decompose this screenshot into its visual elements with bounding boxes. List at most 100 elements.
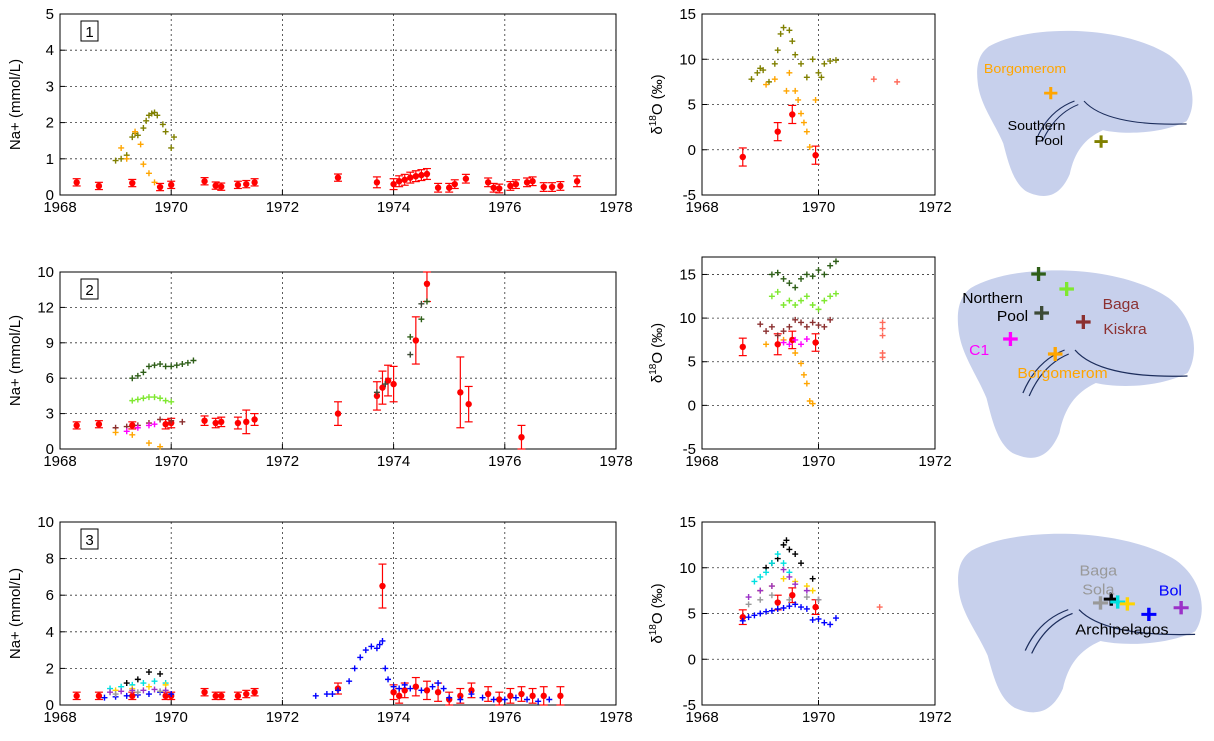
x-tick-label: 1968 (685, 453, 718, 470)
data-point (154, 112, 161, 119)
data-point (168, 398, 175, 405)
y-tick-label: 15 (679, 266, 696, 283)
lake-shape (977, 30, 1193, 197)
y-tick-label: 10 (679, 310, 696, 327)
data-point (159, 121, 166, 128)
data-point (140, 369, 147, 376)
shoreline (1083, 100, 1187, 125)
series-darkolive (373, 300, 425, 396)
data-point (803, 336, 810, 343)
data-point (507, 692, 514, 700)
x-tick-label: 1968 (43, 199, 76, 216)
data-point (809, 319, 816, 326)
data-point (821, 323, 828, 330)
data-point (803, 594, 810, 601)
data-point (496, 185, 503, 192)
panel-number-box (80, 278, 99, 300)
data-point (390, 380, 397, 388)
site-marker (1119, 597, 1135, 611)
data-point (786, 27, 793, 34)
x-tick-label: 1972 (918, 453, 951, 470)
site-marker (1110, 595, 1126, 609)
lake-shape (958, 533, 1202, 713)
data-point (335, 687, 341, 694)
data-point (201, 417, 208, 424)
data-point (535, 698, 542, 705)
data-point (140, 161, 147, 168)
data-point (870, 76, 877, 83)
y-tick-label: -5 (683, 697, 696, 714)
data-point (201, 178, 208, 185)
data-point (786, 323, 793, 330)
shoreline (1074, 349, 1188, 377)
y-tick-label: 0 (46, 441, 54, 458)
y-tick-label: 0 (688, 651, 696, 668)
data-point (757, 573, 764, 580)
y-tick-label: 1 (46, 151, 54, 168)
series-cyan (751, 551, 793, 585)
data-point (803, 380, 810, 387)
x-tick-label: 1972 (918, 709, 951, 726)
data-point (832, 290, 839, 297)
data-point (368, 643, 375, 650)
data-point (518, 434, 525, 441)
data-point (774, 341, 781, 348)
data-point (798, 560, 805, 567)
data-point (168, 691, 175, 698)
data-point (757, 321, 764, 328)
data-point (134, 372, 141, 379)
data-point (798, 297, 805, 304)
site-label: Borgomerom (984, 61, 1066, 75)
data-point (168, 363, 175, 370)
data-point (190, 357, 197, 364)
data-point (162, 692, 169, 700)
data-point (134, 132, 141, 139)
data-point (739, 343, 746, 351)
data-point (540, 692, 547, 700)
x-tick-label: 1972 (266, 199, 299, 216)
data-point (134, 689, 141, 696)
y-tick-label: 15 (679, 514, 696, 531)
data-point (156, 183, 164, 191)
data-point (827, 621, 834, 628)
data-point (334, 174, 342, 181)
series-magenta (123, 421, 158, 435)
data-point (783, 87, 790, 94)
data-point (792, 551, 799, 558)
data-point (795, 96, 802, 103)
data-point (446, 694, 453, 701)
data-point (798, 341, 805, 348)
data-point (184, 359, 191, 366)
y-tick-label: -5 (683, 187, 696, 204)
data-point (123, 692, 130, 699)
data-point (792, 601, 799, 608)
data-point (423, 170, 431, 178)
data-point (412, 683, 420, 690)
data-point (768, 560, 775, 567)
data-point (379, 637, 386, 644)
chart-p2: 1968 1970 1972 1974 1976 1978 0 3 6 9 12 10 Na+ (mmo… (7, 264, 633, 470)
data-point (418, 316, 425, 323)
x-tick-label: 1970 (155, 453, 188, 470)
plot-frame (59, 13, 617, 196)
data-point (490, 184, 497, 191)
y-tick-label: 4 (46, 42, 54, 59)
data-point (490, 696, 497, 703)
data-point (786, 297, 793, 304)
data-point (760, 67, 767, 74)
site-label: Sola (1082, 582, 1115, 598)
data-point (140, 687, 147, 694)
data-point (212, 419, 219, 427)
data-point (162, 397, 169, 404)
data-point (134, 676, 141, 683)
x-tick-label: 1968 (43, 453, 76, 470)
site-marker (1076, 315, 1091, 329)
data-point (95, 182, 103, 190)
y-tick-label: 10 (37, 514, 54, 531)
data-point (401, 681, 408, 688)
data-point (151, 421, 158, 428)
data-point (484, 690, 492, 698)
data-point (798, 360, 805, 367)
panel-number: 1 (85, 24, 93, 41)
